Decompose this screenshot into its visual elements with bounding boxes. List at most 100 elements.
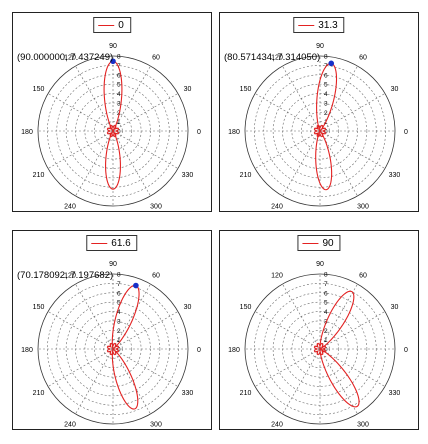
angle-tick-label: 300 <box>150 421 162 428</box>
radial-tick-label: 6 <box>117 72 121 79</box>
angular-grid-line <box>254 348 321 387</box>
radial-tick-label: 8 <box>117 54 121 61</box>
angle-tick-label: 180 <box>21 347 33 354</box>
polar-panel-3: 0306090120150180210240270300330012345678… <box>12 230 212 430</box>
outer-ring <box>37 273 189 425</box>
polar-plot-2: 0306090120150180210240270300330012345678… <box>224 43 408 210</box>
angle-tick-label: 30 <box>391 86 399 93</box>
radial-tick-label: 7 <box>117 63 121 70</box>
angle-tick-label: 240 <box>64 421 76 428</box>
radial-tick-label: 3 <box>117 100 121 107</box>
angular-grid-line <box>112 93 179 132</box>
polar-plot-4: 0306090120150180210240270300330012345678 <box>228 261 408 428</box>
angular-grid-line <box>75 283 114 350</box>
data-cursor-label: (70.178092, 7.197682) <box>17 270 113 281</box>
data-cursor-marker <box>133 282 139 289</box>
angle-tick-label: 150 <box>240 304 252 311</box>
series-line <box>319 348 360 408</box>
angle-tick-label: 0 <box>404 129 408 136</box>
radial-tick-label: 5 <box>117 300 121 307</box>
angular-grid-line <box>112 130 179 169</box>
radial-tick-label: 2 <box>324 110 328 117</box>
radial-tick-label: 8 <box>117 272 121 279</box>
angular-grid-line <box>282 65 321 132</box>
legend-line-swatch <box>91 242 108 244</box>
angular-grid-line <box>75 65 114 132</box>
series-center-lobes <box>313 124 327 138</box>
angle-tick-label: 330 <box>389 172 401 179</box>
angle-tick-label: 180 <box>228 347 240 354</box>
radial-grid-circle <box>300 111 340 151</box>
angular-grid-line <box>47 130 114 169</box>
legend-line-swatch <box>98 24 115 26</box>
angle-tick-label: 180 <box>228 129 240 136</box>
legend-label: 90 <box>322 237 334 249</box>
radial-tick-label: 4 <box>117 91 121 98</box>
legend-label: 0 <box>118 19 124 31</box>
angular-grid-line <box>319 348 386 387</box>
angular-grid-line <box>282 130 321 197</box>
radial-tick-label: 2 <box>117 328 121 335</box>
angle-tick-label: 60 <box>359 55 367 62</box>
angular-grid-line <box>319 311 386 350</box>
radial-tick-label: 1 <box>117 119 121 126</box>
series-line <box>105 130 121 190</box>
angle-tick-label: 30 <box>391 304 399 311</box>
angle-tick-label: 120 <box>64 273 76 280</box>
radial-tick-label: 6 <box>324 290 328 297</box>
angular-grid-line <box>112 65 151 132</box>
angle-tick-label: 120 <box>64 55 76 62</box>
outer-ring <box>37 55 189 207</box>
angular-grid-line <box>254 311 321 350</box>
angle-tick-label: 210 <box>33 390 45 397</box>
angle-tick-label: 60 <box>152 273 160 280</box>
angular-grid-line <box>319 283 358 350</box>
angular-grid-line <box>112 348 179 387</box>
legend: 31.3 <box>293 17 345 33</box>
angle-tick-label: 330 <box>182 172 194 179</box>
radial-tick-label: 7 <box>117 281 121 288</box>
radial-tick-label: 4 <box>324 309 328 316</box>
angular-grid-line <box>112 283 151 350</box>
outer-ring <box>244 55 396 207</box>
radial-tick-label: 1 <box>324 337 328 344</box>
radial-grid-circle <box>65 301 161 397</box>
angular-grid-line <box>319 130 386 169</box>
angle-tick-label: 300 <box>150 203 162 210</box>
radial-tick-label: 1 <box>117 337 121 344</box>
legend: 0 <box>93 17 131 33</box>
data-cursor-label: (80.571434, 7.314050) <box>224 52 320 63</box>
angular-grid-line <box>319 348 358 415</box>
angular-grid-line <box>254 130 321 169</box>
series-center-lobes <box>106 124 120 138</box>
legend: 61.6 <box>86 235 138 251</box>
angle-tick-label: 60 <box>359 273 367 280</box>
angle-tick-label: 90 <box>316 43 324 50</box>
angular-grid-line <box>112 348 151 415</box>
angle-tick-label: 210 <box>240 390 252 397</box>
radial-tick-label: 2 <box>324 328 328 335</box>
legend: 90 <box>297 235 341 251</box>
series-line <box>315 130 333 191</box>
angle-tick-label: 210 <box>240 172 252 179</box>
data-cursor-label: (90.000000, 7.437249) <box>17 52 113 63</box>
angle-tick-label: 120 <box>271 55 283 62</box>
angle-tick-label: 300 <box>357 421 369 428</box>
outer-ring <box>244 273 396 425</box>
angle-tick-label: 150 <box>240 86 252 93</box>
radial-tick-label: 3 <box>324 100 328 107</box>
angular-grid-line <box>47 348 114 387</box>
angular-grid-line <box>282 348 321 415</box>
angle-tick-label: 60 <box>152 55 160 62</box>
series-center-lobes <box>313 342 327 356</box>
angle-tick-label: 150 <box>33 304 45 311</box>
angle-tick-label: 150 <box>33 86 45 93</box>
radial-tick-label: 4 <box>324 91 328 98</box>
polar-plot-3: 0306090120150180210240270300330012345678… <box>17 261 201 428</box>
radial-tick-label: 6 <box>117 290 121 297</box>
radial-tick-label: 5 <box>324 300 328 307</box>
angular-grid-line <box>112 311 179 350</box>
series-line <box>111 348 139 410</box>
angular-grid-line <box>47 93 114 132</box>
radial-tick-label: 3 <box>117 318 121 325</box>
